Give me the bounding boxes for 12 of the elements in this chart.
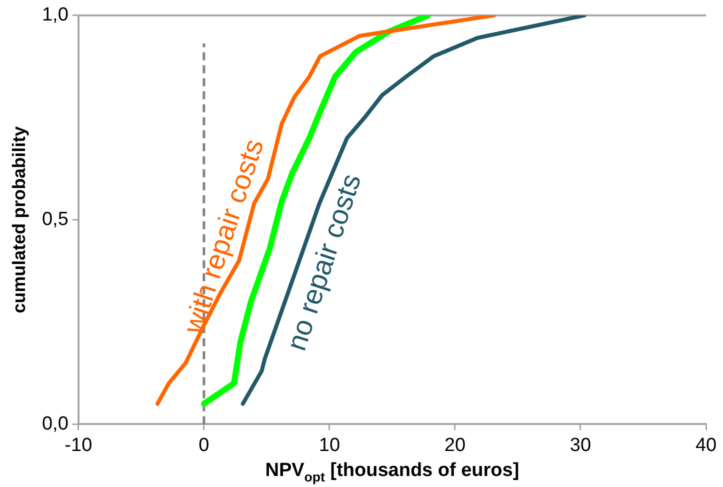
x-tick-label: 20 xyxy=(444,434,466,456)
x-tick-label: 10 xyxy=(318,434,340,456)
x-tick-label: 0 xyxy=(198,434,210,456)
y-tick-label: 0,5 xyxy=(42,209,68,230)
text: no repair costs xyxy=(280,170,367,354)
y-axis-title: cumulated probability xyxy=(8,126,29,314)
x-tick-label: 40 xyxy=(695,434,717,456)
y-tick-label: 0,0 xyxy=(42,413,68,434)
x-tick-label: -10 xyxy=(64,434,92,456)
text: with repair costs xyxy=(177,135,270,338)
y-tick-label: 1,0 xyxy=(42,4,68,26)
x-tick-label: 30 xyxy=(570,434,592,456)
